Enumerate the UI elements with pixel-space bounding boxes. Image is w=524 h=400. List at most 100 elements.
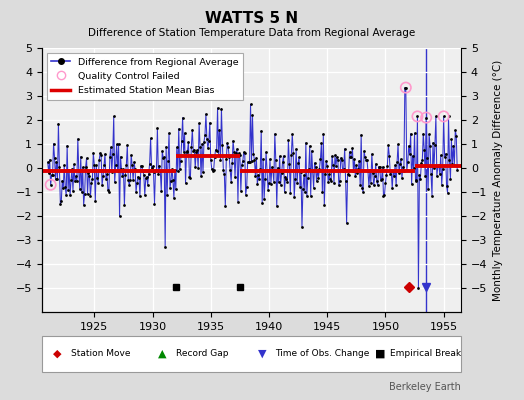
Point (395, 170, 403, 176)
Point (124, 177, 133, 183)
Point (402, 167, 411, 174)
Point (365, 183, 373, 190)
Point (169, 176, 177, 183)
Point (450, 162, 458, 168)
Point (420, 146, 429, 153)
Point (277, 170, 286, 176)
Point (411, 177, 420, 183)
Point (72, 173, 80, 179)
Legend: Difference from Regional Average, Quality Control Failed, Estimated Station Mean: Difference from Regional Average, Qualit… (47, 53, 243, 100)
Point (150, 201, 159, 207)
Point (168, 166, 176, 172)
Point (438, 181, 446, 188)
Point (416, 176, 424, 182)
Point (144, 182, 152, 188)
Point (419, 130, 428, 137)
Point (417, 160, 425, 167)
Point (349, 167, 357, 174)
Point (123, 142, 132, 148)
Point (345, 149, 354, 155)
Point (75, 186, 84, 192)
Point (209, 168, 217, 174)
Point (426, 142, 434, 149)
Point (237, 162, 246, 168)
Point (453, 167, 462, 174)
Point (111, 179, 119, 185)
Point (410, 130, 419, 136)
Point (276, 153, 284, 159)
Point (166, 185, 174, 191)
Point (317, 140, 325, 147)
Point (401, 84, 410, 91)
Point (82, 155, 91, 161)
Point (373, 178, 381, 184)
Point (145, 170, 153, 177)
Point (147, 165, 156, 171)
Point (408, 181, 416, 187)
Point (254, 172, 263, 178)
Point (59, 185, 68, 192)
Point (431, 142, 439, 148)
Point (361, 154, 369, 160)
Point (79, 164, 87, 170)
Point (442, 182, 451, 189)
Point (225, 154, 233, 160)
Point (328, 153, 336, 159)
Point (319, 131, 328, 137)
Point (440, 113, 448, 120)
Point (217, 105, 226, 112)
Point (204, 145, 212, 152)
Point (352, 162, 361, 168)
Point (354, 166, 363, 172)
Point (342, 178, 350, 184)
Point (257, 128, 266, 134)
Point (73, 178, 81, 184)
Point (164, 158, 172, 164)
Point (116, 154, 125, 160)
Point (235, 150, 243, 156)
Point (315, 166, 324, 172)
Point (425, 131, 433, 138)
Point (267, 180, 275, 187)
Point (172, 186, 180, 192)
Point (311, 164, 320, 171)
Point (355, 157, 364, 164)
Point (98, 182, 106, 188)
Point (339, 168, 347, 174)
Point (301, 189, 309, 196)
Point (69, 188, 77, 194)
Point (154, 171, 162, 178)
Point (128, 162, 136, 168)
Point (259, 156, 267, 162)
Point (313, 166, 322, 173)
Point (304, 166, 313, 172)
Point (393, 159, 401, 165)
Point (310, 160, 319, 166)
Point (376, 176, 385, 183)
Point (286, 190, 294, 196)
Point (211, 146, 220, 153)
Point (83, 191, 92, 198)
Point (239, 149, 248, 155)
Point (61, 183, 69, 190)
Point (218, 142, 226, 148)
Point (343, 171, 352, 178)
Point (348, 145, 357, 152)
Point (48, 172, 56, 178)
Text: ■: ■ (375, 349, 385, 359)
Point (136, 193, 144, 199)
Point (275, 179, 283, 186)
Point (193, 147, 201, 154)
Point (102, 176, 110, 182)
Point (115, 213, 124, 219)
Point (256, 166, 265, 173)
Point (287, 152, 296, 158)
Point (95, 157, 103, 164)
Point (293, 180, 301, 186)
Point (337, 157, 346, 164)
Point (138, 163, 146, 170)
Point (305, 143, 314, 149)
Point (440, 113, 448, 120)
Point (392, 182, 400, 188)
Point (180, 130, 189, 136)
